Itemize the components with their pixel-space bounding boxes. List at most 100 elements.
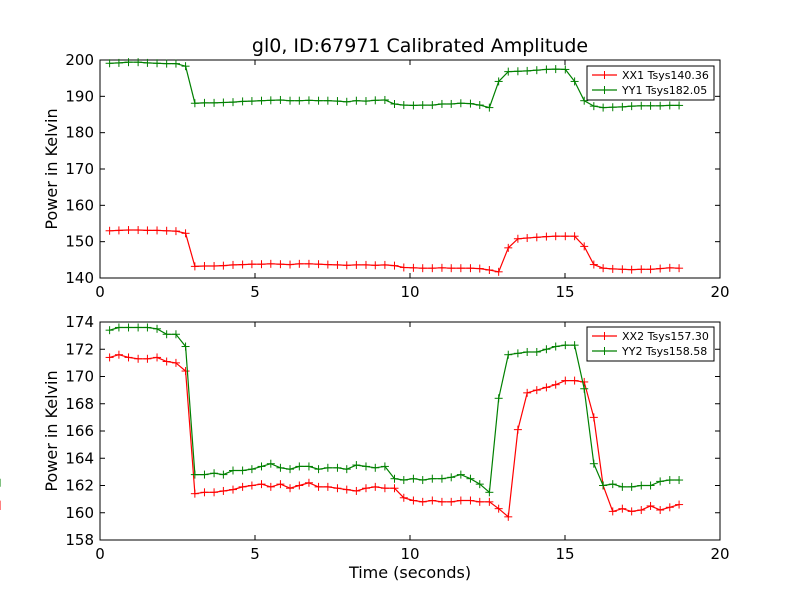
data-point (570, 77, 579, 86)
y-tick-label: 200 (65, 51, 94, 69)
data-point (409, 496, 418, 505)
data-point (247, 481, 256, 490)
data-point (124, 58, 133, 67)
data-point (114, 58, 123, 67)
data-point (105, 353, 114, 362)
data-point (162, 330, 171, 339)
data-point (390, 261, 399, 270)
data-point (314, 482, 323, 491)
data-point (637, 101, 646, 110)
x-tick-label: 5 (250, 545, 260, 563)
data-point (494, 394, 503, 403)
x-tick-label: 20 (710, 545, 729, 563)
data-point (466, 99, 475, 108)
data-point (532, 66, 541, 75)
data-point (466, 264, 475, 273)
data-point (485, 497, 494, 506)
data-point (523, 234, 532, 243)
data-point (494, 267, 503, 276)
y-tick-label: 172 (65, 340, 94, 358)
data-point (352, 260, 361, 269)
data-point (418, 497, 427, 506)
data-point (352, 96, 361, 105)
data-point (286, 484, 295, 493)
data-point (266, 259, 275, 268)
data-point (523, 388, 532, 397)
data-point (570, 341, 579, 350)
data-point (447, 264, 456, 273)
data-point (428, 264, 437, 273)
data-point (599, 103, 608, 112)
y-tick-label: 168 (65, 395, 94, 413)
data-point (675, 101, 684, 110)
data-point (551, 342, 560, 351)
data-point (171, 330, 180, 339)
data-point (238, 466, 247, 475)
data-point (228, 260, 237, 269)
data-point (665, 503, 674, 512)
data-point (504, 67, 513, 76)
data-point (181, 229, 190, 238)
data-point (105, 226, 114, 235)
data-point (627, 102, 636, 111)
data-point (513, 234, 522, 243)
data-point (124, 323, 133, 332)
data-point (276, 463, 285, 472)
data-point (352, 486, 361, 495)
data-point (456, 470, 465, 479)
data-point (295, 481, 304, 490)
data-point (153, 226, 162, 235)
data-point (599, 481, 608, 490)
data-point (114, 323, 123, 332)
data-point (532, 347, 541, 356)
data-point (589, 459, 598, 468)
data-point (675, 476, 684, 485)
data-point (162, 226, 171, 235)
data-point (190, 470, 199, 479)
legend: XX1 Tsys140.36 YY1 Tsys182.05 (586, 65, 715, 101)
data-point (371, 482, 380, 491)
data-point (580, 242, 589, 251)
data-point (542, 345, 551, 354)
data-point (247, 260, 256, 269)
data-point (190, 489, 199, 498)
data-point (570, 376, 579, 385)
data-point (314, 96, 323, 105)
data-point (257, 480, 266, 489)
data-point (210, 98, 219, 107)
data-point (437, 99, 446, 108)
data-point (428, 101, 437, 110)
data-point (646, 481, 655, 490)
data-point (228, 98, 237, 107)
data-point (656, 477, 665, 486)
data-point (485, 103, 494, 112)
data-point (665, 101, 674, 110)
data-point (257, 260, 266, 269)
data-point (589, 102, 598, 111)
data-point (390, 99, 399, 108)
data-point (675, 264, 684, 273)
data-point (171, 59, 180, 68)
data-point (228, 466, 237, 475)
data-point (143, 323, 152, 332)
top-plot: 0 5 10 15 20 140 150 160 170 180 190 200 gl0, ID:679… (42, 35, 730, 301)
data-point (361, 484, 370, 493)
data-point (447, 497, 456, 506)
y-tick-label: 164 (65, 449, 94, 467)
data-point (342, 485, 351, 494)
y-tick-label: 180 (65, 124, 94, 142)
data-point (656, 101, 665, 110)
bottom-plot: 0 5 10 15 20 158 160 162 164 166 168 170 172 174 Time … (0, 313, 730, 582)
legend-box (586, 65, 715, 101)
data-point (589, 260, 598, 269)
data-point (523, 347, 532, 356)
data-point (561, 65, 570, 74)
data-point (475, 101, 484, 110)
data-point (618, 265, 627, 274)
data-point (333, 463, 342, 472)
data-point (627, 507, 636, 516)
data-point (418, 101, 427, 110)
data-point (153, 59, 162, 68)
data-point (323, 463, 332, 472)
x-tick-label: 10 (400, 545, 419, 563)
